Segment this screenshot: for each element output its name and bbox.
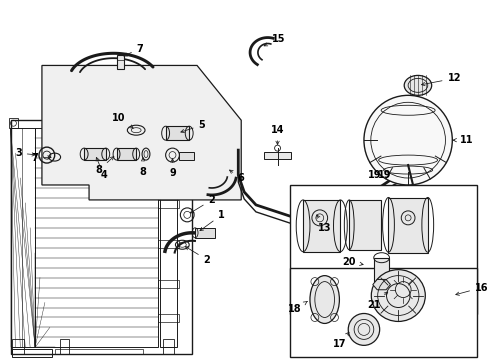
Text: 8: 8 (95, 157, 114, 175)
Text: 19: 19 (367, 170, 380, 180)
Text: 7: 7 (123, 44, 143, 56)
Bar (116, 55, 124, 69)
Text: 18: 18 (288, 301, 306, 315)
Text: 1: 1 (200, 210, 224, 231)
Bar (158, 280, 179, 288)
Polygon shape (372, 279, 389, 290)
Text: 2: 2 (190, 195, 215, 213)
Text: 9: 9 (169, 159, 176, 178)
Bar (160, 128, 177, 347)
Circle shape (388, 276, 416, 303)
Bar (55, 349, 143, 354)
Text: 16: 16 (455, 283, 488, 295)
Text: 21: 21 (366, 292, 387, 310)
Bar (60, 339, 69, 354)
Bar (158, 240, 179, 248)
Ellipse shape (404, 75, 431, 95)
Bar (163, 339, 174, 354)
Text: 6: 6 (229, 170, 244, 183)
Text: 8: 8 (140, 158, 146, 177)
Bar (8, 118, 19, 128)
Bar (303, 200, 340, 252)
Text: 17: 17 (332, 332, 348, 349)
Text: 13: 13 (316, 215, 331, 233)
Bar (195, 228, 214, 238)
Bar (290, 185, 476, 315)
Text: 5: 5 (181, 120, 205, 132)
Bar (179, 152, 194, 160)
Bar (158, 200, 179, 208)
Bar (13, 349, 52, 357)
Circle shape (363, 95, 451, 185)
Text: 15: 15 (264, 33, 285, 46)
Text: 12: 12 (421, 73, 460, 86)
Circle shape (347, 314, 379, 345)
Text: 19: 19 (377, 170, 390, 180)
Bar (158, 165, 179, 173)
Ellipse shape (309, 276, 339, 323)
Text: 20: 20 (342, 257, 363, 267)
Text: 10: 10 (112, 113, 133, 128)
Bar (263, 152, 291, 159)
Ellipse shape (370, 270, 425, 321)
Bar (10, 128, 35, 347)
Text: 11: 11 (452, 135, 473, 145)
Bar (348, 200, 380, 250)
Text: 14: 14 (270, 125, 284, 144)
Bar (116, 148, 136, 160)
Bar (165, 126, 189, 140)
Bar (13, 339, 24, 354)
Polygon shape (42, 66, 241, 200)
Text: 2: 2 (185, 247, 210, 265)
Bar (373, 258, 388, 288)
Bar (35, 128, 158, 347)
Bar (10, 120, 192, 354)
Bar (290, 268, 476, 357)
Bar (84, 148, 105, 160)
Bar (158, 315, 179, 323)
Text: 7: 7 (32, 153, 51, 163)
Text: 4: 4 (96, 157, 107, 180)
Text: 3: 3 (15, 148, 35, 158)
Bar (387, 198, 427, 253)
